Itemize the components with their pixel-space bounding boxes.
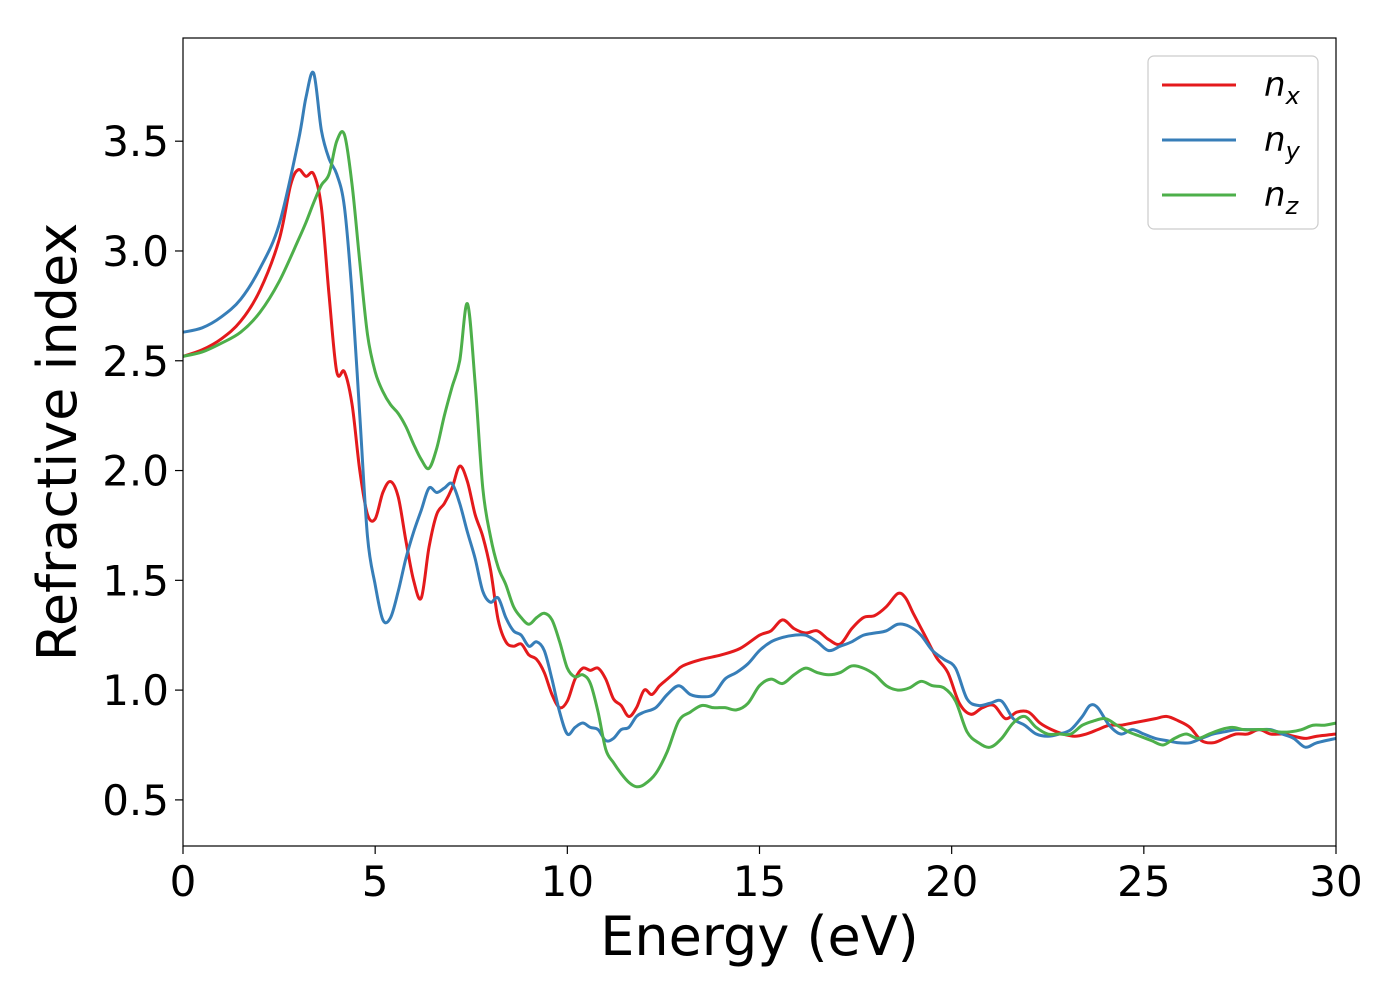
- legend-label-nx: nx: [1264, 65, 1301, 110]
- legend: nx ny nz: [1147, 55, 1319, 230]
- x-axis-label: Energy (eV): [600, 905, 919, 968]
- y-tick-label: 2.0: [102, 447, 169, 496]
- x-tick-label: 10: [541, 857, 594, 906]
- legend-label-ny: ny: [1264, 120, 1301, 165]
- series-line-nz: [183, 130, 1336, 789]
- y-axis-ticks: 0.5 1.0 1.5 2.0 2.5 3.0 3.5: [102, 117, 183, 825]
- x-tick-label: 0: [170, 857, 197, 906]
- y-tick-label: 0.5: [102, 776, 169, 825]
- x-tick-label: 20: [925, 857, 978, 906]
- y-tick-label: 1.0: [102, 666, 169, 715]
- y-tick-label: 3.5: [102, 117, 169, 166]
- series-line-ny: [183, 70, 1336, 749]
- y-axis-label: Refractive index: [26, 223, 89, 662]
- x-tick-label: 30: [1309, 857, 1362, 906]
- y-tick-label: 2.5: [102, 337, 169, 386]
- y-tick-label: 3.0: [102, 227, 169, 276]
- x-tick-label: 5: [362, 857, 389, 906]
- series-lines: [183, 70, 1336, 789]
- legend-box: [1147, 55, 1319, 230]
- y-tick-label: 1.5: [102, 556, 169, 605]
- x-tick-label: 25: [1117, 857, 1170, 906]
- x-axis-ticks: 0 5 10 15 20 25 30: [170, 846, 1363, 906]
- legend-label-nz: nz: [1264, 175, 1300, 220]
- x-tick-label: 15: [733, 857, 786, 906]
